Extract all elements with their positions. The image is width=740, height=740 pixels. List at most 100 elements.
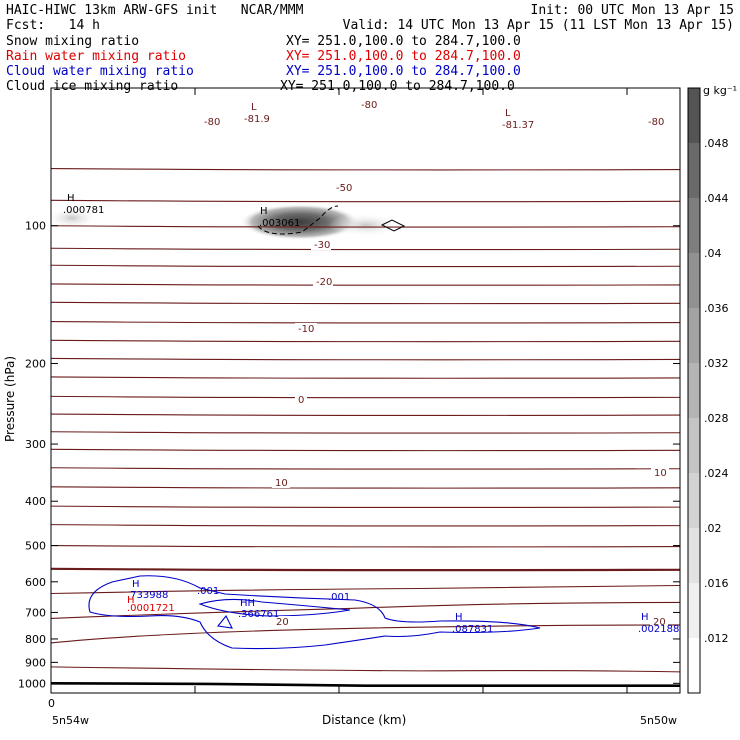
field-xy-rain: XY= 251.0,100.0 to 284.7,100.0 [286,49,521,64]
field-xy-snow: XY= 251.0,100.0 to 284.7,100.0 [286,34,521,49]
extremum-marker: H [132,579,140,590]
forecast-hour: Fcst: 14 h [6,18,100,33]
isotherm-line [51,321,680,324]
colorbar-unit: g kg⁻¹ [703,84,737,97]
snow-contour-right [380,219,406,232]
plot-title: HAIC-HIWC 13km ARW-GFS init NCAR/MMM [6,3,304,18]
distance-axis [50,88,628,693]
y-tick-label: 200 [25,357,46,370]
temp-label: -80 [361,100,377,111]
y-tick-label: 700 [25,606,46,619]
x-label-left: 5n54w [52,714,89,727]
colorbar-label: .016 [704,577,729,590]
plot-frame [50,87,681,694]
y-tick-label: 900 [25,656,46,669]
temp-label: -50 [336,183,352,194]
field-name-rain: Rain water mixing ratio [6,49,187,64]
temp-label: -80 [648,117,664,128]
colorbar-label: .032 [704,357,729,370]
field-xy-cloud-ice: XY= 251.0,100.0 to 284.7,100.0 [280,79,515,94]
temp-label: 20 [653,617,666,628]
extremum-marker: H [67,193,75,204]
colorbar-swatch [688,253,700,308]
colorbar-swatch [688,88,700,143]
extremum-marker: H [455,612,463,623]
isotherm-line [51,666,680,673]
snow-left-shade [51,207,98,229]
colorbar-label: .02 [704,522,722,535]
isotherm-line [51,357,680,361]
isotherm-line [51,376,680,379]
colorbar-swatch [688,418,700,473]
temp-label: 20 [276,617,289,628]
field-xy-cloud-water: XY= 251.0,100.0 to 284.7,100.0 [286,64,521,79]
field-name-cloud-water: Cloud water mixing ratio [6,64,194,79]
snow-secondary-shade [328,213,404,237]
extremum-marker: H [260,206,268,217]
extremum-marker: H [641,612,649,623]
x-axis-title: Distance (km) [322,713,406,727]
colorbar-frame [687,87,701,694]
y-tick-label: 800 [25,633,46,646]
init-time: Init: 00 UTC Mon 13 Apr 15 [530,3,735,18]
y-tick-label: 400 [25,495,46,508]
isotherm-line [51,601,680,619]
temp-label: 10 [275,478,288,489]
colorbar-swatch [688,473,700,528]
extremum-marker: H [127,595,135,606]
isotherm-line [51,505,680,509]
temp-label: -30 [314,240,330,251]
isotherm-line [51,283,680,286]
extremum-value: .003061 [259,218,300,229]
y-tick-label: 600 [25,576,46,589]
cloud-water-label: .001 [328,592,350,603]
colorbar-label: .048 [704,137,729,150]
x-label-right: 5n50w [640,714,677,727]
temp-label: -20 [316,277,332,288]
isotherm-line [51,264,680,268]
temp-label: 10 [654,468,667,479]
isotherm-line [51,524,680,527]
colorbar-swatch [688,143,700,198]
colorbar-label: .044 [704,192,729,205]
isotherm-line [51,199,680,203]
isotherm-line [51,395,680,399]
snow-max-shade [240,204,360,240]
shaded-snow-field [51,204,404,240]
extremum-marker: L [251,102,257,113]
field-name-cloud-ice: Cloud ice mixing ratio [6,79,179,94]
isotherm-line [51,584,680,595]
isotherm-line [51,486,680,489]
y-tick-label: 100 [25,220,46,233]
isotherm-line [51,247,680,251]
field-name-snow: Snow mixing ratio [6,34,140,49]
extremum-value: .366761 [238,609,279,620]
colorbar-label: .04 [704,247,722,260]
isotherm-line [51,448,680,452]
snow-contour-max [257,205,339,235]
colorbar-swatch [688,638,700,693]
y-tick-label: 500 [25,540,46,553]
isotherm-line [51,624,680,644]
valid-time: Valid: 14 UTC Mon 13 Apr 15 (11 LST Mon … [342,18,734,33]
isotherm-line [51,413,680,416]
isotherm-line [51,545,680,548]
y-axis-title: Pressure (hPa) [3,356,17,442]
colorbar-swatch [688,308,700,363]
extremum-value: .002188 [638,624,679,635]
colorbar-label: .028 [704,412,729,425]
extremum-value: -81.9 [244,114,270,125]
extrema-labels: L -81.9 L -81.37 H .000781 H .003061 H .… [63,102,679,635]
extremum-value: .0001721 [127,603,175,614]
colorbar-label: .024 [704,467,729,480]
temp-label: 0 [298,395,304,406]
extremum-value: .087831 [452,624,493,635]
extremum-value: .000781 [63,205,104,216]
cloud-water-contours [88,575,541,650]
isotherm-line [51,225,680,228]
surface-pressure-line [50,682,680,687]
isotherm-line [51,431,680,434]
colorbar-swatch [688,583,700,638]
